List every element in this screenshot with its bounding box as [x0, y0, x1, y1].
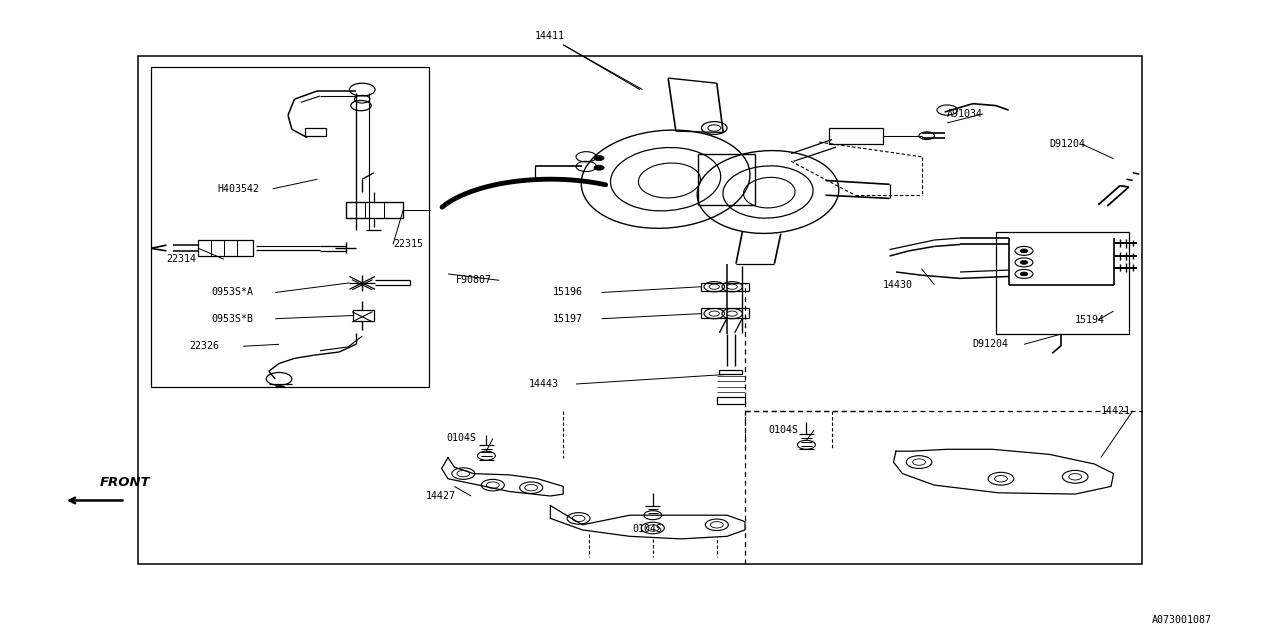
Bar [719, 370, 742, 374]
Circle shape [1020, 260, 1028, 264]
Text: 0953S*A: 0953S*A [211, 287, 253, 298]
Circle shape [572, 515, 585, 522]
Text: 15197: 15197 [553, 314, 582, 324]
Bar [717, 397, 745, 404]
Circle shape [457, 470, 470, 477]
Polygon shape [550, 506, 745, 539]
Text: 0104S: 0104S [447, 433, 476, 444]
Circle shape [1020, 272, 1028, 276]
Circle shape [708, 125, 721, 131]
Bar [198, 240, 253, 256]
Circle shape [594, 156, 604, 161]
Text: 14427: 14427 [426, 491, 456, 501]
Text: 22326: 22326 [189, 341, 219, 351]
Circle shape [913, 459, 925, 465]
Circle shape [486, 482, 499, 488]
Text: 0104S: 0104S [768, 425, 797, 435]
Circle shape [709, 311, 719, 316]
Circle shape [646, 525, 659, 531]
Text: D91204: D91204 [973, 339, 1009, 349]
Bar [346, 202, 403, 218]
Circle shape [710, 522, 723, 528]
Bar [996, 232, 1129, 334]
Circle shape [594, 165, 604, 170]
Circle shape [709, 284, 719, 289]
Text: 0953S*B: 0953S*B [211, 314, 253, 324]
Text: 14421: 14421 [1101, 406, 1130, 416]
Circle shape [995, 476, 1007, 482]
Circle shape [525, 484, 538, 491]
Text: 15196: 15196 [553, 287, 582, 298]
Bar [138, 56, 1142, 564]
Text: FRONT: FRONT [100, 476, 151, 489]
Text: 0104S: 0104S [632, 524, 662, 534]
Bar [151, 67, 429, 387]
Text: 14430: 14430 [883, 280, 913, 290]
Circle shape [727, 311, 737, 316]
Text: D91204: D91204 [1050, 139, 1085, 149]
Text: 15194: 15194 [1075, 315, 1105, 325]
Bar [829, 128, 883, 144]
Text: 14443: 14443 [529, 379, 558, 389]
Polygon shape [442, 458, 563, 496]
Text: A073001087: A073001087 [1152, 614, 1212, 625]
Circle shape [727, 284, 737, 289]
Circle shape [1069, 474, 1082, 480]
Circle shape [1020, 249, 1028, 253]
Polygon shape [893, 449, 1114, 494]
Text: A91034: A91034 [947, 109, 983, 119]
Text: H403542: H403542 [218, 184, 260, 194]
Bar [305, 128, 326, 136]
Text: F90807: F90807 [456, 275, 492, 285]
Text: 14411: 14411 [535, 31, 564, 41]
Text: 22315: 22315 [393, 239, 422, 250]
Bar [353, 310, 374, 321]
Text: 22314: 22314 [166, 254, 196, 264]
